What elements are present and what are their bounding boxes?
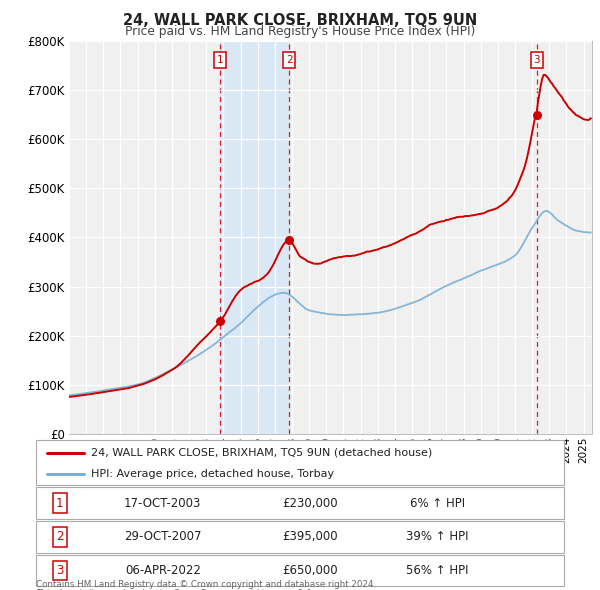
- Text: £650,000: £650,000: [283, 564, 338, 577]
- Text: 17-OCT-2003: 17-OCT-2003: [124, 497, 202, 510]
- FancyBboxPatch shape: [36, 521, 564, 553]
- Text: £395,000: £395,000: [283, 530, 338, 543]
- Text: 1: 1: [56, 497, 64, 510]
- Text: 24, WALL PARK CLOSE, BRIXHAM, TQ5 9UN: 24, WALL PARK CLOSE, BRIXHAM, TQ5 9UN: [123, 13, 477, 28]
- Text: 06-APR-2022: 06-APR-2022: [125, 564, 200, 577]
- Text: Price paid vs. HM Land Registry's House Price Index (HPI): Price paid vs. HM Land Registry's House …: [125, 25, 475, 38]
- Text: 3: 3: [56, 564, 64, 577]
- Text: 29-OCT-2007: 29-OCT-2007: [124, 530, 202, 543]
- Text: 2: 2: [56, 530, 64, 543]
- Text: £230,000: £230,000: [283, 497, 338, 510]
- Text: 2: 2: [286, 55, 292, 65]
- Text: 3: 3: [533, 55, 540, 65]
- Text: 24, WALL PARK CLOSE, BRIXHAM, TQ5 9UN (detached house): 24, WALL PARK CLOSE, BRIXHAM, TQ5 9UN (d…: [91, 448, 433, 458]
- Bar: [220, 41, 289, 434]
- Text: 6% ↑ HPI: 6% ↑ HPI: [410, 497, 465, 510]
- Text: Contains HM Land Registry data © Crown copyright and database right 2024.: Contains HM Land Registry data © Crown c…: [36, 580, 376, 589]
- FancyBboxPatch shape: [36, 487, 564, 519]
- FancyBboxPatch shape: [36, 555, 564, 586]
- Text: This data is licensed under the Open Government Licence v3.0.: This data is licensed under the Open Gov…: [36, 589, 314, 590]
- Text: 56% ↑ HPI: 56% ↑ HPI: [406, 564, 469, 577]
- FancyBboxPatch shape: [36, 440, 564, 485]
- Text: 1: 1: [217, 55, 223, 65]
- Text: 39% ↑ HPI: 39% ↑ HPI: [406, 530, 469, 543]
- Text: HPI: Average price, detached house, Torbay: HPI: Average price, detached house, Torb…: [91, 469, 335, 478]
